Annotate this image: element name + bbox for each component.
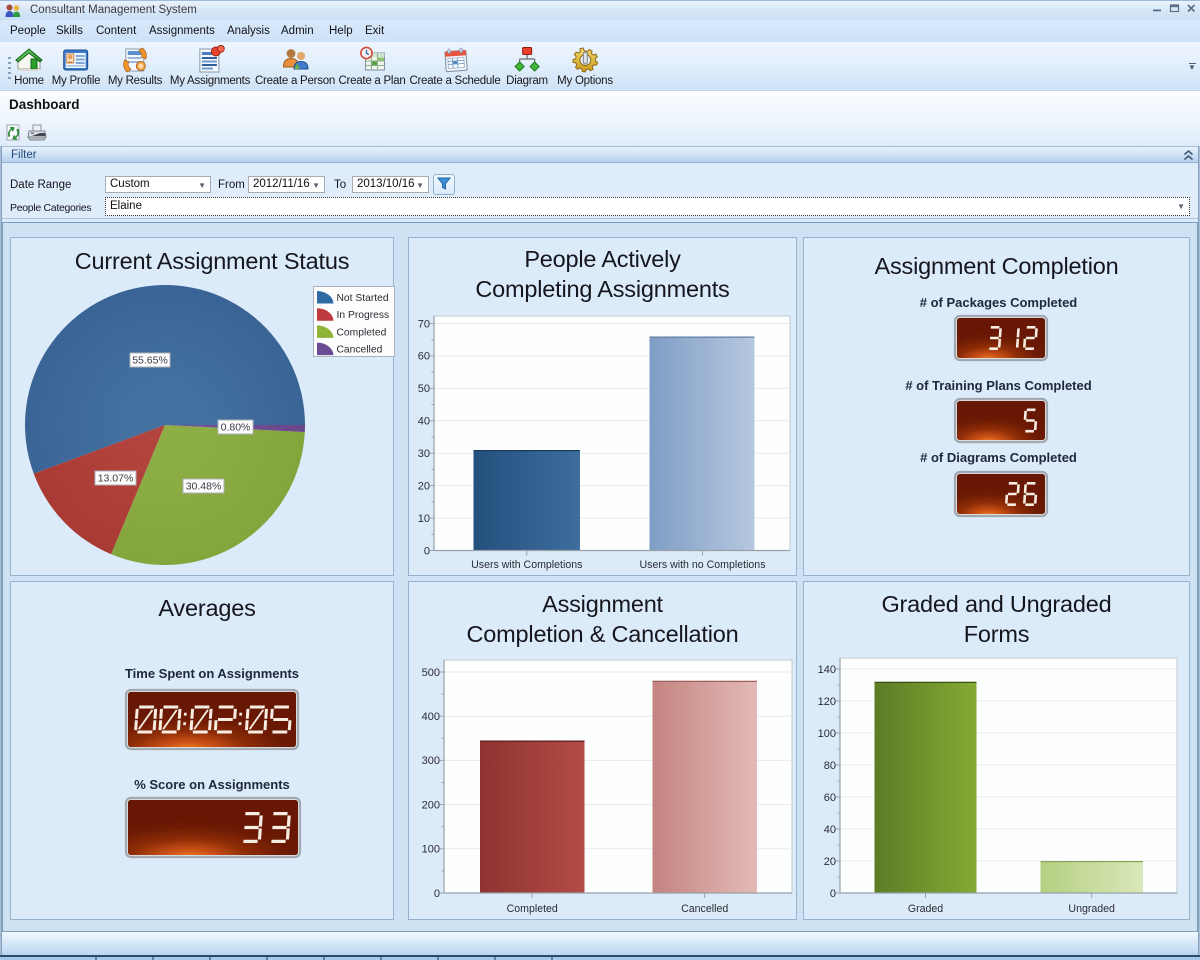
svg-text:40: 40 (418, 416, 430, 428)
svg-text:20: 20 (418, 480, 430, 492)
svg-text:0.80%: 0.80% (221, 422, 251, 434)
svg-text:30: 30 (418, 448, 430, 460)
svg-text:70: 70 (418, 318, 430, 330)
svg-text:200: 200 (422, 799, 440, 811)
svg-text:Completed: Completed (337, 327, 387, 338)
svg-text:55.65%: 55.65% (132, 355, 168, 367)
svg-text:40: 40 (824, 824, 836, 836)
svg-text:500: 500 (422, 667, 440, 679)
svg-text:300: 300 (422, 755, 440, 767)
svg-text:Cancelled: Cancelled (337, 345, 383, 356)
svg-text:140: 140 (818, 664, 836, 676)
svg-text:13.07%: 13.07% (98, 473, 134, 485)
svg-text:100: 100 (422, 844, 440, 856)
svg-text:400: 400 (422, 711, 440, 723)
svg-text:60: 60 (418, 351, 430, 363)
svg-text:Completed: Completed (507, 903, 558, 915)
svg-text:100: 100 (818, 728, 836, 740)
svg-text:120: 120 (818, 696, 836, 708)
svg-text:60: 60 (824, 792, 836, 804)
svg-text:0: 0 (424, 545, 430, 557)
svg-text:10: 10 (418, 513, 430, 525)
svg-text:Not Started: Not Started (337, 293, 389, 304)
svg-text:50: 50 (418, 383, 430, 395)
svg-text:Users with Completions: Users with Completions (471, 559, 582, 571)
svg-text:20: 20 (824, 856, 836, 868)
svg-text:30.48%: 30.48% (186, 481, 222, 493)
svg-text:Graded: Graded (908, 903, 943, 915)
svg-text:Cancelled: Cancelled (681, 903, 728, 915)
svg-text:0: 0 (434, 888, 440, 900)
svg-text:0: 0 (830, 888, 836, 900)
svg-text:Users with no Completions: Users with no Completions (640, 559, 766, 571)
svg-text:In Progress: In Progress (337, 310, 390, 321)
svg-text:Ungraded: Ungraded (1068, 903, 1115, 915)
svg-text:80: 80 (824, 760, 836, 772)
